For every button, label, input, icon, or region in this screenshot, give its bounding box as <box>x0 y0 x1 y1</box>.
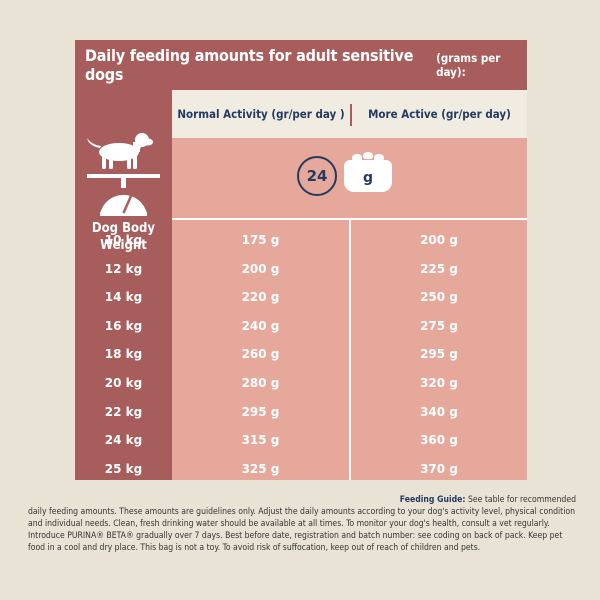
more-active-cell: 295 g <box>420 347 458 362</box>
weight-cell: 16 kg <box>104 318 143 333</box>
more-active-cell: 340 g <box>420 404 458 419</box>
column-headers: Normal Activity (gr/per day ) More Activ… <box>172 90 527 138</box>
feeding-guide-heading: Feeding Guide: See table for recommended <box>28 494 576 506</box>
weight-cell: 22 kg <box>104 404 143 419</box>
weight-cell: 18 kg <box>104 347 143 362</box>
table-row: 20 kg 280 g 320 g <box>75 369 527 397</box>
normal-activity-cell: 200 g <box>241 261 280 276</box>
weight-column-label: Dog Body Weight <box>75 220 172 254</box>
guide-heading-label: Feeding Guide: <box>399 495 466 505</box>
table-row: 10 kg 175 g 200 g <box>75 226 527 254</box>
normal-activity-cell: 260 g <box>241 347 280 362</box>
weight-cell: 10 kg <box>104 233 143 247</box>
dog-on-scale-icon <box>87 133 160 216</box>
normal-activity-cell: 175 g <box>241 233 280 247</box>
normal-activity-cell: 280 g <box>241 376 280 390</box>
normal-activity-cell: 220 g <box>241 290 280 305</box>
table-row: 18 kg 260 g 295 g <box>75 340 527 368</box>
normal-activity-cell: 325 g <box>241 461 280 476</box>
table-row: 22 kg 295 g 340 g <box>75 398 527 426</box>
more-active-cell: 250 g <box>420 290 458 305</box>
header-more-active: More Active (gr/per day) <box>368 107 511 121</box>
weight-cell: 24 kg <box>104 433 143 448</box>
weight-cell: 12 kg <box>104 261 143 276</box>
clock-label: 24 <box>306 167 328 185</box>
more-active-cell: 370 g <box>420 461 458 476</box>
more-active-cell: 360 g <box>420 433 458 448</box>
normal-activity-cell: 240 g <box>241 318 280 333</box>
icons-row: 24 g <box>172 138 527 218</box>
more-active-cell: 275 g <box>420 318 458 333</box>
guide-lead: See table for recommended <box>465 495 576 505</box>
title-main: Daily feeding amounts for adult sensitiv… <box>85 46 414 84</box>
bowl-label: g <box>362 170 374 186</box>
weight-cell: 14 kg <box>104 290 143 305</box>
normal-activity-cell: 315 g <box>241 433 280 448</box>
guide-body: daily feeding amounts. These amounts are… <box>28 507 575 553</box>
more-active-cell: 200 g <box>420 233 458 247</box>
clock-icon: 24 <box>297 156 337 196</box>
table-row: 12 kg 200 g 225 g <box>75 255 527 283</box>
header-divider <box>350 104 352 126</box>
table-row: 14 kg 220 g 250 g <box>75 283 527 311</box>
weight-cell: 25 kg <box>104 461 143 476</box>
table-title: Daily feeding amounts for adult sensitiv… <box>75 40 527 90</box>
weight-label-text: Dog Body Weight <box>91 221 156 253</box>
table-row: 25 kg 325 g 370 g <box>75 455 527 483</box>
weight-column: Dog Body Weight <box>75 90 172 480</box>
divider-vertical <box>349 218 351 480</box>
title-sub: (grams per day): <box>436 51 501 79</box>
weight-cell: 20 kg <box>104 376 143 390</box>
food-bowl-icon: g <box>344 152 392 192</box>
table-row: 16 kg 240 g 275 g <box>75 312 527 340</box>
table-row: 24 kg 315 g 360 g <box>75 426 527 454</box>
header-normal-activity: Normal Activity (gr/per day ) <box>177 107 345 121</box>
more-active-cell: 320 g <box>420 376 458 390</box>
feeding-guide: Feeding Guide: See table for recommended… <box>28 494 576 554</box>
more-active-cell: 225 g <box>420 261 458 276</box>
feeding-table: Daily feeding amounts for adult sensitiv… <box>75 40 527 480</box>
normal-activity-cell: 295 g <box>241 404 280 419</box>
